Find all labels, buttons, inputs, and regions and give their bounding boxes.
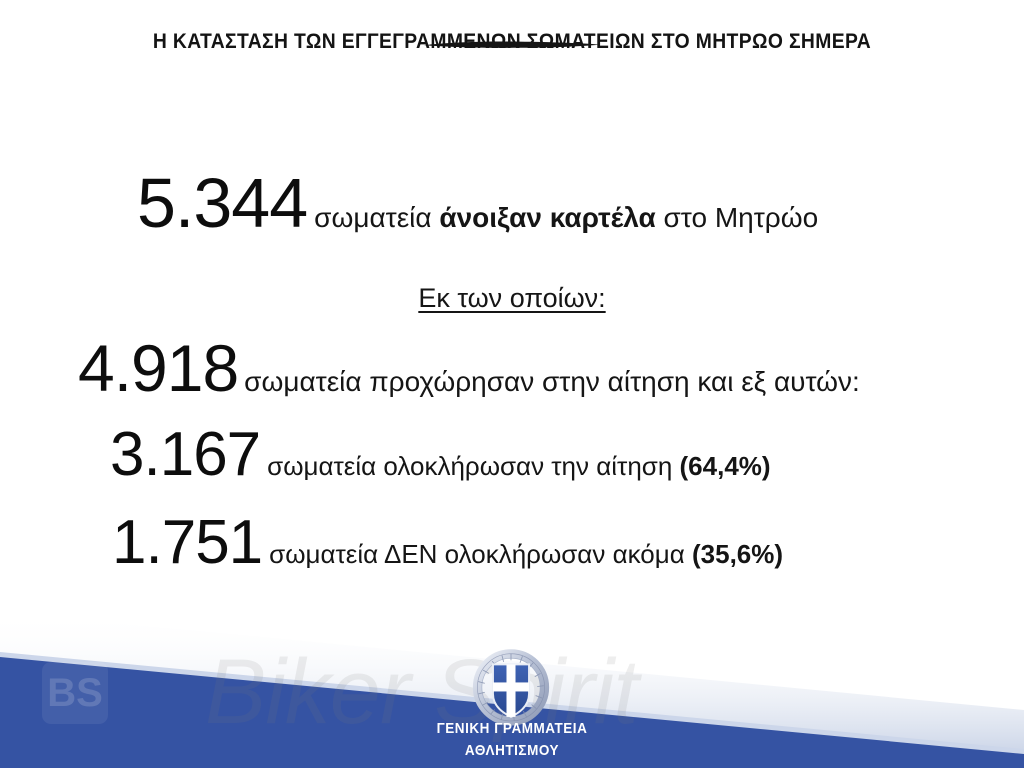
footer-org-text: ΓΕΝΙΚΗ ΓΡΑΜΜΑΤΕΙΑ ΑΘΛΗΤΙΣΜΟΥ — [51, 718, 973, 762]
stat-line-4-percent: (35,6%) — [691, 539, 784, 569]
title-underline-brushstroke — [424, 41, 600, 48]
watermark-text: Biker Spirit — [205, 641, 639, 743]
footer-org-line-2: ΑΘΛΗΤΙΣΜΟΥ — [464, 742, 560, 759]
stat-number-1751: 1.751 — [112, 508, 263, 577]
stat-line-3: 3.167 σωματεία ολοκλήρωσαν την αίτηση (6… — [110, 424, 771, 486]
stat-line-1-text: σωματεία άνοιξαν καρτέλα στο Μητρώο — [314, 202, 818, 234]
subheading-text: Εκ των οποίων: — [418, 283, 606, 313]
page-title: Η ΚΑΤΑΣΤΑΣΗ ΤΩΝ ΕΓΓΕΓΡΑΜΜΕΝΩΝ ΣΩΜΑΤΕΙΩΝ … — [152, 30, 872, 53]
stat-line-1-text-after: στο Μητρώο — [655, 202, 819, 233]
stat-number-4918: 4.918 — [78, 331, 239, 405]
stat-line-1-text-before: σωματεία — [314, 202, 440, 233]
stat-line-4-text: σωματεία ΔΕΝ ολοκλήρωσαν ακόμα (35,6%) — [269, 539, 783, 570]
stat-line-3-text: σωματεία ολοκλήρωσαν την αίτηση (64,4%) — [267, 451, 770, 482]
slide-title-block: Η ΚΑΤΑΣΤΑΣΗ ΤΩΝ ΕΓΓΕΓΡΑΜΜΕΝΩΝ ΣΩΜΑΤΕΙΩΝ … — [0, 30, 1024, 53]
footer-org-line-1: ΓΕΝΙΚΗ ΓΡΑΜΜΑΤΕΙΑ — [436, 720, 588, 737]
stat-line-3-percent: (64,4%) — [679, 451, 771, 481]
stat-line-4: 1.751 σωματεία ΔΕΝ ολοκλήρωσαν ακόμα (35… — [112, 512, 783, 574]
stat-number-3167: 3.167 — [110, 420, 261, 489]
stat-line-2: 4.918 σωματεία προχώρησαν στην αίτηση κα… — [78, 335, 860, 401]
stat-line-1: 5.344 σωματεία άνοιξαν καρτέλα στο Μητρώ… — [137, 168, 818, 238]
watermark-badge-bs: BS — [42, 662, 108, 724]
stat-number-5344: 5.344 — [137, 164, 308, 242]
stat-line-4-label: σωματεία ΔΕΝ ολοκλήρωσαν ακόμα — [269, 539, 692, 569]
subheading-block: Εκ των οποίων: — [0, 283, 1024, 314]
stat-line-2-text: σωματεία προχώρησαν στην αίτηση και εξ α… — [244, 366, 860, 397]
greek-coat-of-arms-icon — [472, 649, 550, 726]
stat-line-3-label: σωματεία ολοκλήρωσαν την αίτηση — [267, 451, 680, 481]
stat-line-1-text-bold: άνοιξαν καρτέλα — [439, 202, 656, 233]
